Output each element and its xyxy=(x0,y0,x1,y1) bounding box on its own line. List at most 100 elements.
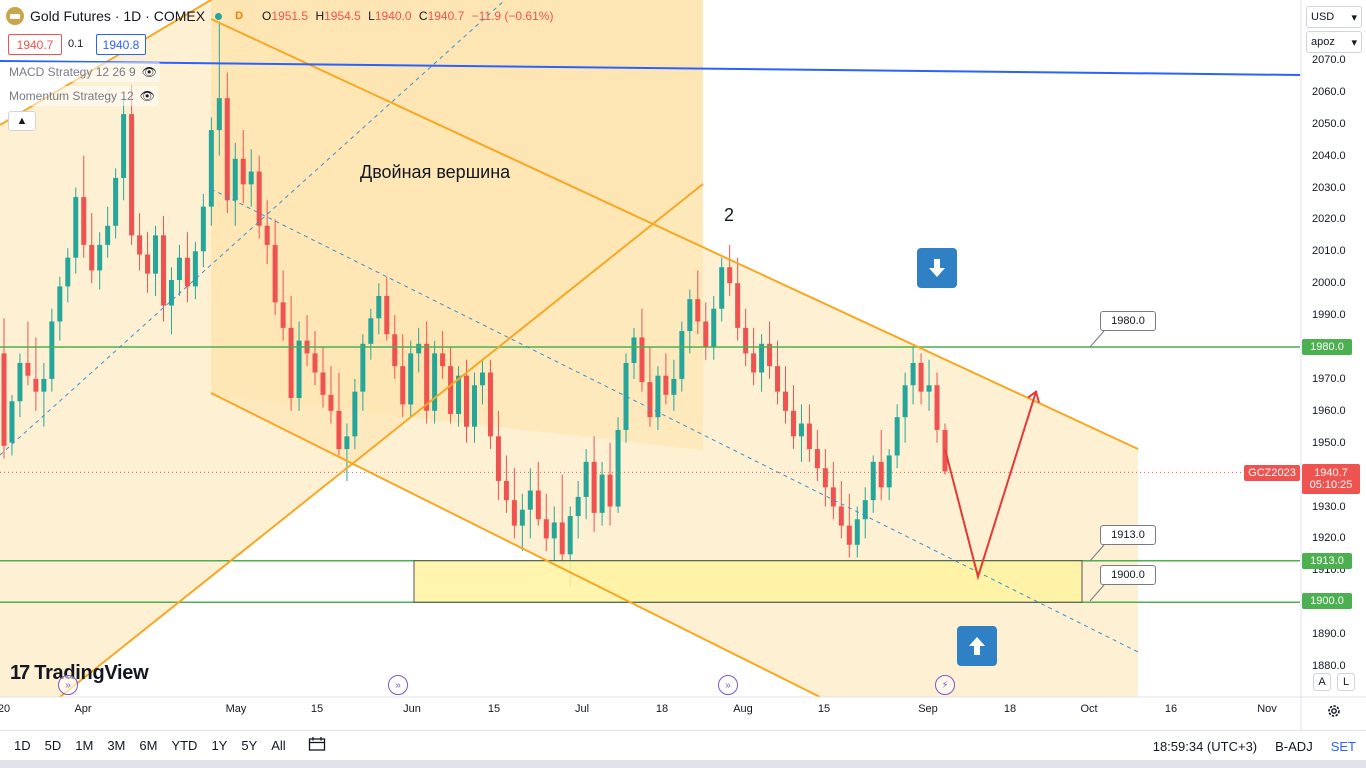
candle-body xyxy=(607,474,613,507)
currency-select[interactable]: USD ▾ xyxy=(1306,6,1362,28)
last-price-tag: 1940.7 05:10:25 xyxy=(1302,464,1360,494)
adjustment-toggle[interactable]: B-ADJ xyxy=(1275,738,1313,754)
candle-body xyxy=(344,436,350,450)
candle-body xyxy=(440,353,446,367)
candle-body xyxy=(663,375,669,395)
calendar-icon[interactable] xyxy=(308,736,326,756)
price-tick-label: 2050.0 xyxy=(1312,117,1346,130)
candle-body xyxy=(456,375,462,414)
peak-number-label[interactable]: 2 xyxy=(724,205,735,225)
high-value: 1954.5 xyxy=(324,9,361,23)
dividend-icon[interactable]: » xyxy=(388,675,408,695)
candle-body xyxy=(145,254,151,274)
candle-body xyxy=(671,378,677,395)
eye-off-icon[interactable]: 👁︎ xyxy=(139,89,155,103)
candle-body xyxy=(535,490,541,520)
timeframe-ytd-button[interactable]: YTD xyxy=(171,738,198,753)
bottom-right-controls: 18:59:34 (UTC+3) B-ADJ SET xyxy=(1135,731,1356,761)
candle-body xyxy=(806,423,812,450)
support-zone xyxy=(413,560,1083,603)
unit-select[interactable]: apoz ▾ xyxy=(1306,31,1362,53)
candle-body xyxy=(727,267,733,284)
level-tag-1913: 1913.0 xyxy=(1302,553,1352,569)
candle-body xyxy=(894,417,900,456)
timeframe-1y-button[interactable]: 1Y xyxy=(211,738,228,753)
sell-button[interactable]: 1940.7 xyxy=(8,34,62,55)
candle-body xyxy=(511,500,517,526)
candle-body xyxy=(256,171,262,226)
price-tick-label: 2020.0 xyxy=(1312,213,1346,226)
candle-body xyxy=(328,394,334,411)
timeframe-all-button[interactable]: All xyxy=(271,738,286,753)
candle-body xyxy=(591,461,597,513)
candle-body xyxy=(703,321,709,347)
session-toggle[interactable]: SET xyxy=(1330,738,1356,754)
candle-body xyxy=(176,257,182,281)
indicator-momentum-strategy[interactable]: Momentum Strategy 12 👁︎ xyxy=(6,86,158,106)
high-label: H xyxy=(315,9,325,23)
timeframe-5y-button[interactable]: 5Y xyxy=(241,738,258,753)
indicator-label: MACD Strategy 12 26 9 xyxy=(9,65,136,79)
price-tick-label: 1880.0 xyxy=(1312,660,1346,672)
candle-body xyxy=(41,378,47,392)
price-tick-label: 1970.0 xyxy=(1312,372,1346,385)
lightning-icon[interactable]: ⚡︎ xyxy=(935,675,955,695)
change-value: −11.9 (−0.61%) xyxy=(471,9,554,23)
price-tick-label: 2070.0 xyxy=(1312,53,1346,66)
tradingview-logo[interactable]: 17 TradingView xyxy=(10,662,149,685)
timeframe-6m-button[interactable]: 6M xyxy=(139,738,158,753)
date-tick-label: 18 xyxy=(655,703,669,715)
candle-body xyxy=(479,372,485,386)
candle-body xyxy=(830,487,836,507)
candle-body xyxy=(400,366,406,405)
gear-icon[interactable] xyxy=(1326,703,1342,722)
date-tick-label: Jul xyxy=(574,703,590,715)
timeframe-1d-button[interactable]: 1D xyxy=(14,738,31,753)
candle-body xyxy=(503,480,509,501)
arrow-up-icon[interactable] xyxy=(957,626,997,666)
low-label: L xyxy=(368,9,375,23)
chevron-up-icon: ▲ xyxy=(16,115,28,127)
date-tick-label: 15 xyxy=(817,703,831,715)
spread-value: 0.1 xyxy=(68,38,84,50)
candle-body xyxy=(798,423,804,437)
arrow-down-icon[interactable] xyxy=(917,248,957,288)
price-callout-1980[interactable]: 1980.0 xyxy=(1100,311,1156,331)
timeframe-5d-button[interactable]: 5D xyxy=(44,738,62,753)
candle-body xyxy=(73,197,79,258)
price-callout-1913[interactable]: 1913.0 xyxy=(1100,525,1156,545)
buy-button[interactable]: 1940.8 xyxy=(96,34,146,55)
candle-body xyxy=(65,257,71,287)
candle-body xyxy=(679,331,685,379)
candle-body xyxy=(416,343,422,354)
auto-scale-button[interactable]: A xyxy=(1313,673,1331,691)
candle-body xyxy=(790,410,796,437)
candle-body xyxy=(424,343,430,411)
price-tick-label: 2040.0 xyxy=(1312,149,1346,162)
timeframe-3m-button[interactable]: 3M xyxy=(107,738,126,753)
log-scale-button[interactable]: L xyxy=(1337,673,1355,691)
price-tick-label: 1930.0 xyxy=(1312,500,1346,513)
candle-body xyxy=(272,244,278,303)
dividend-icon[interactable]: » xyxy=(718,675,738,695)
eye-off-icon[interactable]: 👁︎ xyxy=(141,65,157,79)
candle-body xyxy=(711,308,717,347)
candle-body xyxy=(280,302,286,328)
collapse-indicators-button[interactable]: ▲ xyxy=(8,111,36,131)
tradingview-logo-mark: 17 xyxy=(10,662,30,684)
candle-body xyxy=(719,267,725,309)
timeframe-1m-button[interactable]: 1M xyxy=(75,738,94,753)
indicator-macd-strategy[interactable]: MACD Strategy 12 26 9 👁︎ xyxy=(6,62,160,82)
price-callout-1900[interactable]: 1900.0 xyxy=(1100,565,1156,585)
candle-body xyxy=(918,362,924,392)
bottom-divider xyxy=(0,760,1366,768)
channel-upper-line xyxy=(210,18,1139,450)
candle-body xyxy=(759,343,765,373)
gold-coin-icon xyxy=(6,7,24,25)
symbol-title[interactable]: Gold Futures · 1D · COMEX xyxy=(30,8,206,24)
pattern-label[interactable]: Двойная вершина xyxy=(360,162,511,182)
dividend-icon[interactable]: » xyxy=(58,675,78,695)
candle-body xyxy=(1,353,7,446)
clock-display[interactable]: 18:59:34 (UTC+3) xyxy=(1152,738,1258,754)
